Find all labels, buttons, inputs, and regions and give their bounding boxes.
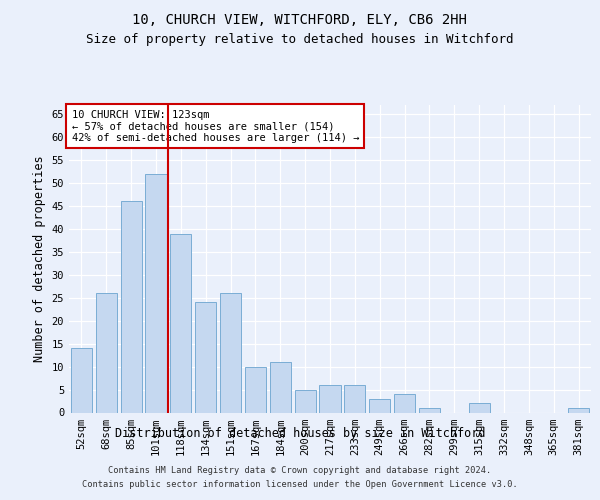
Bar (195, 302, 216, 412)
Bar (394, 394, 415, 412)
Y-axis label: Number of detached properties: Number of detached properties (33, 156, 46, 362)
Bar (344, 385, 365, 412)
Bar (369, 398, 390, 412)
Bar (419, 408, 440, 412)
Bar (568, 408, 589, 412)
Bar (469, 404, 490, 412)
Bar (270, 362, 291, 412)
Text: Contains public sector information licensed under the Open Government Licence v3: Contains public sector information licen… (82, 480, 518, 489)
Bar (245, 366, 266, 412)
Bar (220, 293, 241, 412)
Bar (145, 174, 167, 412)
Text: 10 CHURCH VIEW: 123sqm
← 57% of detached houses are smaller (154)
42% of semi-de: 10 CHURCH VIEW: 123sqm ← 57% of detached… (71, 110, 359, 143)
Bar (71, 348, 92, 412)
Bar (170, 234, 191, 412)
Bar (319, 385, 341, 412)
Text: Contains HM Land Registry data © Crown copyright and database right 2024.: Contains HM Land Registry data © Crown c… (109, 466, 491, 475)
Text: Distribution of detached houses by size in Witchford: Distribution of detached houses by size … (115, 428, 485, 440)
Bar (295, 390, 316, 412)
Bar (96, 293, 117, 412)
Text: Size of property relative to detached houses in Witchford: Size of property relative to detached ho… (86, 32, 514, 46)
Bar (121, 202, 142, 412)
Text: 10, CHURCH VIEW, WITCHFORD, ELY, CB6 2HH: 10, CHURCH VIEW, WITCHFORD, ELY, CB6 2HH (133, 12, 467, 26)
